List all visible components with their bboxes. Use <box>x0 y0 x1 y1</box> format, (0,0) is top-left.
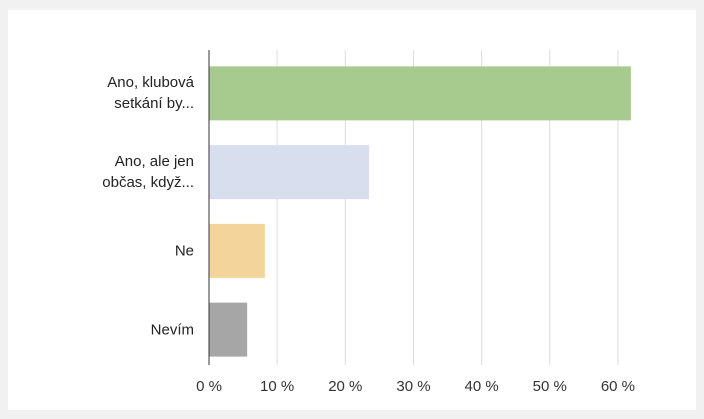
x-tick-label: 30 % <box>396 378 430 395</box>
x-tick-label: 50 % <box>533 378 567 395</box>
bar <box>209 145 370 200</box>
x-tick-label: 20 % <box>328 378 362 395</box>
category-label: Ne <box>174 242 194 260</box>
bar <box>209 302 248 357</box>
x-tick-label: 60 % <box>601 378 635 395</box>
category-label: Ano, klubová setkání by... <box>107 74 194 113</box>
x-tick-label: 40 % <box>465 378 499 395</box>
x-tick-label: 0 % <box>196 378 222 395</box>
category-label: Ano, ale jen občas, když... <box>102 153 194 192</box>
category-label: Nevím <box>150 321 194 339</box>
bar <box>209 66 631 121</box>
x-tick-label: 10 % <box>260 378 294 395</box>
bar <box>209 223 265 278</box>
